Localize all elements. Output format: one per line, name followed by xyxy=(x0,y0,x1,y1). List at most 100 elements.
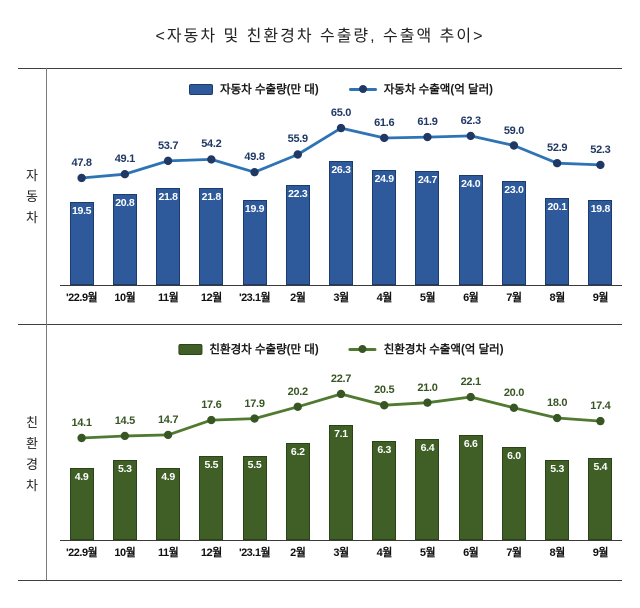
legend: 자동차 수출량(만 대) 자동차 수출액(억 달러) xyxy=(189,81,493,97)
x-axis-label-3월: 3월 xyxy=(333,292,349,304)
line-marker-icon xyxy=(120,431,130,441)
line-marker-icon xyxy=(509,141,519,150)
row-label-char: 자 xyxy=(26,168,38,183)
bar-value-label: 26.3 xyxy=(331,164,351,177)
x-axis-label-9월: 9월 xyxy=(592,292,609,304)
bar-value-label: 21.8 xyxy=(158,191,178,204)
x-axis-label-3월: 3월 xyxy=(333,547,349,559)
bar-value-label: 7.1 xyxy=(334,428,348,441)
panel-border-bottom xyxy=(18,580,622,581)
line-value-label: 17.4 xyxy=(590,400,611,413)
line-value-label: 14.7 xyxy=(157,413,179,426)
line-marker-icon xyxy=(250,414,259,423)
legend-item-bar: 친환경차 수출량(만 대) xyxy=(178,341,319,357)
bar-3월 xyxy=(329,161,353,285)
bar-value-label: 21.8 xyxy=(201,191,222,204)
line-marker-icon xyxy=(336,123,346,133)
row-label-char: 친 xyxy=(26,415,38,430)
bar-value-label: 22.3 xyxy=(288,188,308,201)
panel-border-top xyxy=(18,68,622,69)
line-value-label: 47.8 xyxy=(71,156,93,169)
line-marker-icon xyxy=(596,416,605,426)
x-axis-label-9월: 9월 xyxy=(592,547,609,559)
line-value-label: 20.0 xyxy=(503,386,525,399)
bar-value-label: 4.9 xyxy=(161,470,175,483)
bar-12월 xyxy=(199,456,224,540)
x-axis-label-2월: 2월 xyxy=(290,292,306,304)
bar-6월 xyxy=(458,175,483,285)
line-swatch-icon xyxy=(348,85,377,94)
row-label-char: 동 xyxy=(26,189,38,204)
panel-divider-middle xyxy=(18,324,622,325)
line-value-label: 22.7 xyxy=(330,372,352,385)
x-axis-line xyxy=(60,285,622,286)
line-value-label: 61.9 xyxy=(417,116,438,129)
legend-item-line: 친환경차 수출액(억 달러) xyxy=(348,341,504,357)
bar-12월 xyxy=(199,188,224,285)
line-marker-icon xyxy=(466,131,475,141)
x-axis-label-10월: 10월 xyxy=(114,292,136,304)
x-axis-label-12월: 12월 xyxy=(200,547,222,559)
chart-auto: 자동차 수출량(만 대) 자동차 수출액(억 달러) '22.9월 10월 11월 1… xyxy=(60,75,622,304)
line-marker-icon xyxy=(509,403,519,412)
x-axis-line xyxy=(60,540,622,541)
line-value-label: 61.6 xyxy=(374,116,395,129)
line-value-label: 17.9 xyxy=(244,397,265,410)
line-value-label: 20.5 xyxy=(374,384,395,397)
line-value-label: 62.3 xyxy=(460,114,482,127)
x-axis-label-8월: 8월 xyxy=(549,292,566,304)
bar-9월 xyxy=(588,200,613,285)
bar-swatch-icon xyxy=(178,343,203,355)
x-axis-label-4월: 4월 xyxy=(376,547,393,559)
bar-4월 xyxy=(372,169,397,285)
legend-item-bar: 자동차 수출량(만 대) xyxy=(189,81,319,97)
bar-'23.1월 xyxy=(242,199,267,285)
panel-divider-vertical xyxy=(46,68,47,580)
bar-11월 xyxy=(156,188,181,285)
row-label-char: 환 xyxy=(26,436,38,451)
line-value-label: 55.9 xyxy=(287,133,309,146)
x-axis-label-8월: 8월 xyxy=(549,547,566,559)
line-marker-icon xyxy=(293,150,302,159)
line-marker-icon xyxy=(380,133,389,143)
row-label-char: 차 xyxy=(26,478,38,493)
line-value-label: 59.0 xyxy=(503,124,525,137)
bar-3월 xyxy=(329,425,353,540)
bar-value-label: 6.0 xyxy=(507,449,521,462)
row-label-char: 경 xyxy=(26,457,38,472)
bar-value-label: 5.3 xyxy=(550,463,564,476)
bar-value-label: 19.8 xyxy=(590,203,611,216)
bar-10월 xyxy=(112,460,137,540)
line-marker-icon xyxy=(207,415,216,425)
bar-10월 xyxy=(112,194,137,285)
bar-8월 xyxy=(545,460,570,540)
bar-value-label: 5.4 xyxy=(593,461,608,474)
line-marker-icon xyxy=(77,433,86,443)
legend-label: 자동차 수출량(만 대) xyxy=(220,84,319,96)
line-value-label: 52.3 xyxy=(590,143,611,156)
bar-value-label: 5.5 xyxy=(247,459,262,472)
line-marker-icon xyxy=(596,160,605,170)
chart-eco: 친환경차 수출량(만 대) 친환경차 수출액(억 달러) '22.9월 10월 11… xyxy=(60,335,622,559)
line-marker-icon xyxy=(423,398,432,407)
bar-11월 xyxy=(156,467,181,540)
x-axis-label-6월: 6월 xyxy=(463,547,479,559)
legend-label: 자동차 수출액(억 달러) xyxy=(383,84,493,96)
x-axis-label-11월: 11월 xyxy=(157,292,179,304)
legend: 친환경차 수출량(만 대) 친환경차 수출액(억 달러) xyxy=(178,341,504,357)
bar-swatch-icon xyxy=(189,83,214,95)
line-value-label: 17.6 xyxy=(201,399,222,412)
x-axis-labels: '22.9월 10월 11월 12월 '23.1월 2월 3월 4월 5월 6월 7월 8월 9월 xyxy=(60,289,622,305)
line-marker-icon xyxy=(163,156,173,166)
bar-value-label: 6.4 xyxy=(420,441,435,454)
x-axis-label-'23.1월: '23.1월 xyxy=(238,547,271,559)
bar-value-label: 4.9 xyxy=(74,470,89,483)
bar-5월 xyxy=(415,438,440,540)
x-axis-label-6월: 6월 xyxy=(463,292,479,304)
bar-2월 xyxy=(285,442,310,540)
bar-'22.9월 xyxy=(69,202,94,285)
line-marker-icon xyxy=(207,155,216,164)
line-value-label: 14.1 xyxy=(71,417,93,429)
page-title: <자동차 및 친환경차 수출량, 수출액 추이> xyxy=(155,28,485,45)
